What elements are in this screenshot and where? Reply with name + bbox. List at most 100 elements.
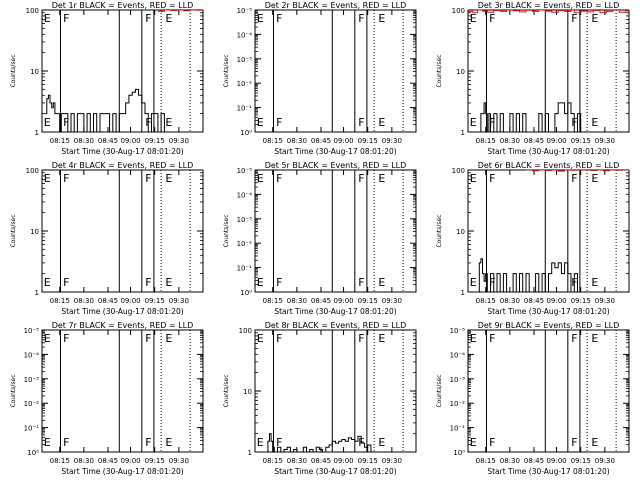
x-tick-label: 09:30 bbox=[595, 137, 615, 145]
x-tick-label: 09:30 bbox=[169, 457, 189, 465]
event-marker-bottom: F bbox=[571, 276, 577, 289]
y-tick-label: 10⁰ bbox=[240, 129, 252, 137]
y-tick-label: 10 bbox=[30, 68, 39, 76]
x-tick-label: 08:15 bbox=[50, 457, 70, 465]
plot-frame bbox=[254, 9, 417, 133]
event-marker-top: E bbox=[591, 12, 598, 25]
x-tick-label: 08:30 bbox=[74, 457, 94, 465]
x-tick-label: 08:45 bbox=[311, 457, 331, 465]
plot-frame bbox=[254, 329, 417, 453]
event-marker-top: E bbox=[591, 332, 598, 345]
detector-panel: Det 6r BLACK = Events, RED = LLD Counts/s… bbox=[436, 161, 630, 316]
event-marker-top: F bbox=[276, 172, 282, 185]
event-marker-top: F bbox=[358, 332, 364, 345]
event-marker-bottom: F bbox=[489, 276, 495, 289]
event-marker-bottom: F bbox=[145, 116, 151, 129]
event-marker-top: E bbox=[257, 172, 264, 185]
y-tick-label: 10⁻³ bbox=[237, 216, 253, 224]
y-tick-label: 10 bbox=[456, 68, 465, 76]
event-marker-bottom: E bbox=[378, 116, 385, 129]
x-tick-label: 09:30 bbox=[169, 297, 189, 305]
event-marker-top: F bbox=[276, 12, 282, 25]
event-marker-bottom: E bbox=[470, 276, 477, 289]
y-axis-label: Counts/sec bbox=[10, 374, 17, 407]
event-marker-top: F bbox=[571, 12, 577, 25]
event-marker-top: E bbox=[470, 12, 477, 25]
panel-title: Det 9r BLACK = Events, RED = LLD bbox=[478, 321, 620, 330]
x-axis-label: Start Time (30-Aug-17 08:01:20) bbox=[487, 307, 609, 316]
event-marker-bottom: F bbox=[571, 116, 577, 129]
event-marker-bottom: E bbox=[591, 276, 598, 289]
event-marker-bottom: E bbox=[165, 116, 172, 129]
event-marker-bottom: F bbox=[489, 436, 495, 449]
x-axis-label: Start Time (30-Aug-17 08:01:20) bbox=[61, 147, 183, 156]
y-tick-label: 10 bbox=[243, 388, 252, 396]
event-marker-top: E bbox=[165, 12, 172, 25]
event-marker-bottom: F bbox=[571, 436, 577, 449]
event-marker-bottom: F bbox=[358, 116, 364, 129]
event-marker-top: E bbox=[44, 332, 51, 345]
x-tick-label: 08:45 bbox=[524, 137, 544, 145]
x-tick-label: 09:00 bbox=[546, 137, 566, 145]
event-marker-top: F bbox=[489, 172, 495, 185]
x-tick-label: 08:30 bbox=[287, 297, 307, 305]
y-tick-label: 1 bbox=[35, 289, 39, 297]
x-tick-label: 08:15 bbox=[50, 297, 70, 305]
event-marker-bottom: E bbox=[257, 436, 264, 449]
event-marker-top: F bbox=[145, 12, 151, 25]
x-tick-label: 09:15 bbox=[358, 137, 378, 145]
x-tick-label: 08:45 bbox=[98, 137, 118, 145]
event-marker-top: E bbox=[470, 332, 477, 345]
detector-panel: Det 9r BLACK = Events, RED = LLD Counts/s… bbox=[436, 321, 630, 476]
event-marker-top: E bbox=[257, 332, 264, 345]
y-axis-label: Counts/sec bbox=[223, 214, 230, 247]
event-marker-bottom: E bbox=[470, 116, 477, 129]
y-tick-label: 100 bbox=[26, 7, 39, 15]
event-marker-top: F bbox=[145, 172, 151, 185]
event-marker-top: E bbox=[257, 12, 264, 25]
event-marker-bottom: E bbox=[44, 116, 51, 129]
y-tick-label: 100 bbox=[239, 327, 252, 335]
x-tick-label: 09:30 bbox=[382, 137, 402, 145]
panel-title: Det 7r BLACK = Events, RED = LLD bbox=[52, 321, 194, 330]
event-marker-bottom: E bbox=[591, 116, 598, 129]
x-tick-label: 08:15 bbox=[476, 137, 496, 145]
y-tick-label: 10⁻³ bbox=[450, 376, 466, 384]
detector-panel: Det 5r BLACK = Events, RED = LLD Counts/s… bbox=[223, 161, 417, 316]
y-tick-label: 10⁰ bbox=[453, 449, 465, 457]
y-tick-label: 10⁰ bbox=[27, 449, 39, 457]
plot-frame bbox=[254, 169, 417, 293]
x-tick-label: 09:00 bbox=[333, 297, 353, 305]
event-marker-top: E bbox=[378, 12, 385, 25]
series-line bbox=[157, 10, 203, 12]
plot-frame bbox=[41, 329, 204, 453]
series-line bbox=[477, 258, 581, 292]
y-axis-label: Counts/sec bbox=[223, 374, 230, 407]
x-tick-label: 09:30 bbox=[382, 457, 402, 465]
x-tick-label: 09:15 bbox=[145, 297, 165, 305]
event-marker-bottom: F bbox=[145, 276, 151, 289]
x-tick-label: 09:00 bbox=[120, 297, 140, 305]
event-marker-bottom: F bbox=[358, 276, 364, 289]
event-marker-top: E bbox=[165, 172, 172, 185]
x-axis-label: Start Time (30-Aug-17 08:01:20) bbox=[274, 307, 396, 316]
y-tick-label: 10⁻³ bbox=[237, 56, 253, 64]
event-marker-top: F bbox=[571, 172, 577, 185]
y-axis-label: Counts/sec bbox=[436, 374, 443, 407]
event-marker-bottom: F bbox=[489, 116, 495, 129]
detector-panel: Det 7r BLACK = Events, RED = LLD Counts/s… bbox=[10, 321, 204, 476]
series-line bbox=[468, 10, 629, 14]
y-tick-label: 10⁻⁴ bbox=[237, 191, 253, 199]
event-marker-bottom: E bbox=[257, 116, 264, 129]
y-tick-label: 1 bbox=[461, 289, 465, 297]
x-tick-label: 09:30 bbox=[595, 297, 615, 305]
x-tick-label: 09:30 bbox=[595, 457, 615, 465]
x-tick-label: 08:15 bbox=[263, 297, 283, 305]
event-marker-bottom: F bbox=[276, 276, 282, 289]
series-line bbox=[477, 102, 582, 132]
y-tick-label: 10⁻² bbox=[24, 400, 40, 408]
event-marker-top: E bbox=[165, 332, 172, 345]
event-marker-top: F bbox=[489, 332, 495, 345]
y-tick-label: 10⁻⁵ bbox=[237, 7, 253, 15]
event-marker-top: E bbox=[378, 332, 385, 345]
